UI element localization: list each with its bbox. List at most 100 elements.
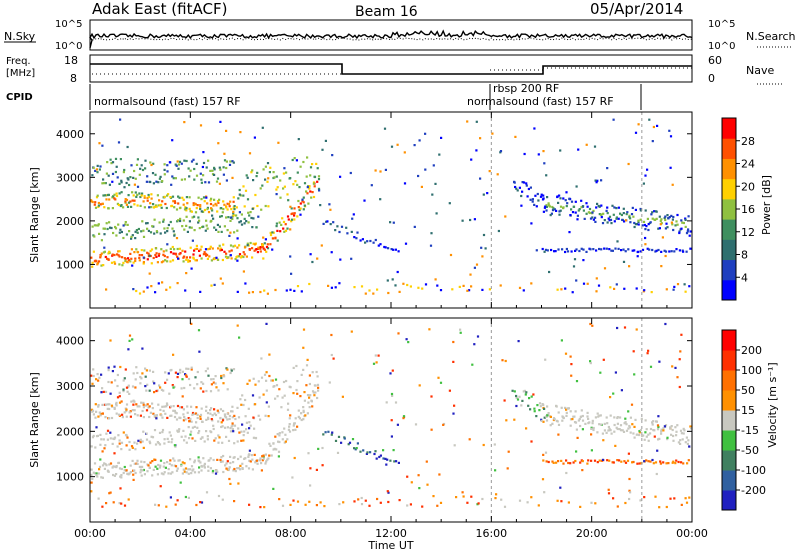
velocity-echo-cell <box>226 468 229 471</box>
power-echo-cell <box>158 204 161 207</box>
power-noise-cell <box>676 283 680 286</box>
power-echo-cell <box>566 250 570 253</box>
power-echo-cell <box>107 207 110 210</box>
power-echo-cell <box>171 195 175 198</box>
velocity-noise-cell <box>612 392 615 395</box>
power-noise-cell <box>548 270 551 274</box>
velocity-noise-cell <box>109 339 112 342</box>
velocity-echo-cell <box>560 406 563 409</box>
power-echo-cell <box>117 250 120 253</box>
power-echo-cell <box>206 206 209 209</box>
velocity-echo-cell <box>628 426 631 429</box>
velocity-echo-cell <box>148 415 151 419</box>
power-echo-cell <box>529 186 532 189</box>
velocity-echo-cell <box>649 427 653 431</box>
velocity-noise-cell <box>307 452 310 455</box>
power-echo-cell <box>672 228 675 232</box>
power-noise-cell <box>210 207 213 210</box>
nsky-panel-frame <box>89 19 693 51</box>
velocity-echo-cell <box>229 430 233 433</box>
velocity-echo-cell <box>654 461 658 464</box>
power-echo-cell <box>207 181 211 184</box>
velocity-echo-cell <box>246 382 249 385</box>
power-echo-cell <box>553 250 556 253</box>
power-echo-cell <box>209 199 212 202</box>
velocity-noise-cell <box>268 353 271 356</box>
power-echo-cell <box>293 207 296 210</box>
power-noise-cell <box>321 148 324 151</box>
power-echo-cell <box>174 201 177 204</box>
power-echo-cell <box>195 207 198 210</box>
power-noise-cell <box>462 284 465 287</box>
velocity-echo-cell <box>219 460 223 463</box>
velocity-noise-cell <box>515 404 518 408</box>
power-noise-cell <box>231 176 234 179</box>
power-echo-cell <box>98 260 101 263</box>
power-echo-cell <box>547 202 550 205</box>
power-echo-cell <box>311 191 314 194</box>
velocity-echo-cell <box>166 461 169 464</box>
velocity-echo-cell <box>289 386 292 389</box>
power-echo-cell <box>94 206 98 209</box>
velocity-echo-cell <box>337 435 341 438</box>
velocity-echo-cell <box>174 411 177 414</box>
velocity-noise-cell <box>390 435 393 438</box>
power-echo-cell <box>605 247 608 250</box>
velocity-echo-cell <box>556 420 559 423</box>
power-echo-cell <box>118 250 121 253</box>
power-echo-cell <box>259 246 262 249</box>
power-echo-cell <box>219 249 222 252</box>
power-echo-cell <box>183 255 186 258</box>
velocity-echo-cell <box>254 461 257 464</box>
power-echo-cell <box>313 185 316 188</box>
power-echo-cell <box>671 218 674 221</box>
power-echo-cell <box>203 251 206 254</box>
power-echo-cell <box>609 218 613 221</box>
power-noise-cell <box>136 185 140 188</box>
power-echo-cell <box>651 248 654 252</box>
power-echo-cell <box>302 196 305 199</box>
power-echo-cell <box>585 212 588 215</box>
velocity-echo-cell <box>168 392 171 395</box>
velocity-noise-cell <box>179 481 182 484</box>
power-echo-cell <box>149 249 152 253</box>
power-echo-cell <box>163 173 166 176</box>
velocity-echo-cell <box>682 432 685 435</box>
power-echo-cell <box>235 206 238 209</box>
power-echo-cell <box>230 208 233 211</box>
velocity-noise-cell <box>680 503 683 506</box>
power-echo-cell <box>217 230 220 233</box>
freq-trace <box>90 63 692 75</box>
power-colorbar-swatch <box>722 138 736 159</box>
velocity-echo-cell <box>244 415 247 418</box>
velocity-echo-cell <box>180 387 183 390</box>
power-noise-cell <box>221 282 224 285</box>
velocity-echo-cell <box>145 404 148 407</box>
velocity-echo-cell <box>118 391 121 394</box>
power-echo-cell <box>162 260 165 263</box>
power-echo-cell <box>92 166 95 169</box>
velocity-echo-cell <box>100 391 103 394</box>
velocity-noise-cell <box>627 452 630 455</box>
power-echo-cell <box>637 220 640 223</box>
power-echo-cell <box>185 215 188 218</box>
velocity-echo-cell <box>175 412 178 415</box>
power-noise-cell <box>330 286 333 289</box>
velocity-echo-cell <box>606 459 609 462</box>
power-echo-cell <box>222 208 225 211</box>
velocity-echo-cell <box>623 460 626 463</box>
velocity-echo-cell <box>662 427 665 430</box>
power-noise-cell <box>402 282 405 285</box>
power-noise-cell <box>232 210 235 213</box>
velocity-noise-cell <box>406 504 409 507</box>
velocity-echo-cell <box>132 403 135 406</box>
power-echo-cell <box>221 258 224 262</box>
velocity-noise-cell <box>494 469 497 472</box>
power-noise-cell <box>582 282 586 285</box>
velocity-noise-cell <box>92 368 95 371</box>
velocity-noise-cell <box>678 358 681 361</box>
velocity-noise-cell <box>289 503 292 506</box>
power-noise-cell <box>430 232 433 235</box>
power-echo-cell <box>658 215 661 218</box>
power-echo-cell <box>151 172 155 175</box>
